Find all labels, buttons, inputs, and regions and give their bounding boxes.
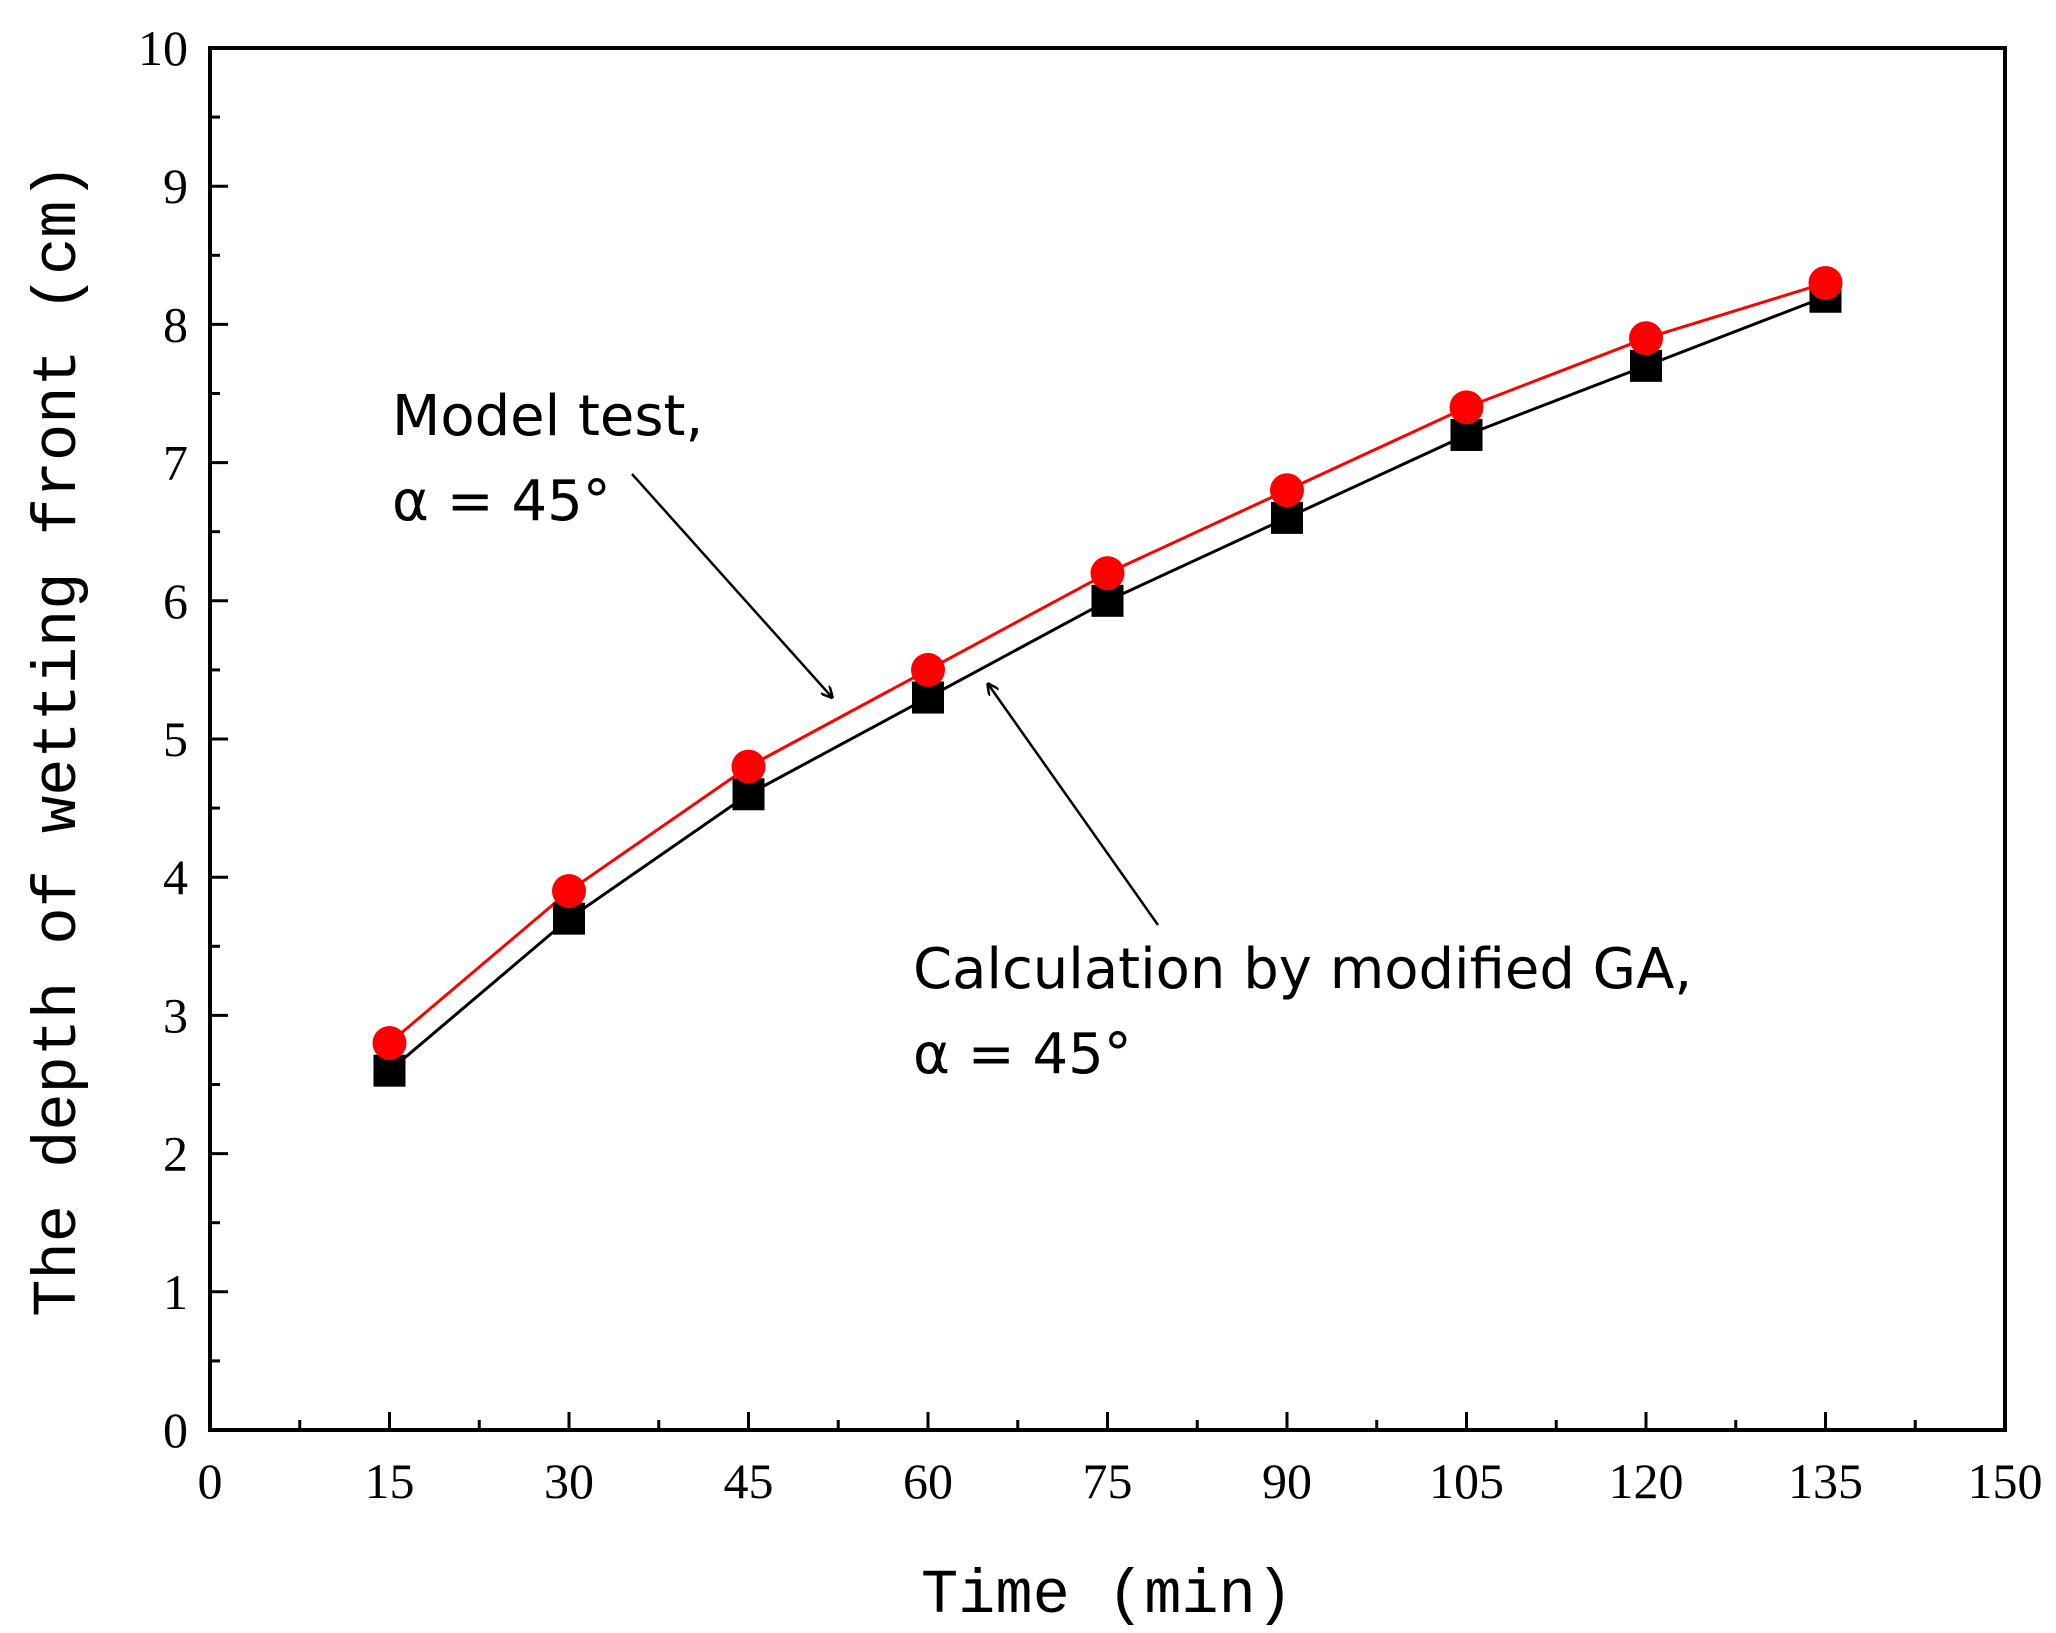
annotation-model-test-arrow xyxy=(631,473,832,698)
x-tick-label: 15 xyxy=(365,1453,415,1509)
y-axis-ticks xyxy=(210,46,228,1432)
annotation-calculation-arrow xyxy=(988,684,1160,926)
data-point-circle xyxy=(1090,556,1125,591)
y-axis-tick-labels: 0 1 2 3 4 5 6 7 8 9 10 xyxy=(138,20,188,1458)
y-tick-label: 4 xyxy=(163,849,188,905)
plot-frame xyxy=(208,46,2007,1432)
data-point-circle xyxy=(731,749,766,784)
x-tick-label: 60 xyxy=(903,1453,953,1509)
y-tick-label: 7 xyxy=(163,435,188,491)
annotation-model-test: Model test, α = 45° xyxy=(392,384,832,698)
x-tick-label: 120 xyxy=(1609,1453,1684,1509)
y-tick-label: 10 xyxy=(138,20,188,76)
x-axis-ticks xyxy=(208,1412,2007,1430)
data-point-circle xyxy=(552,874,586,909)
y-tick-label: 2 xyxy=(163,1126,188,1182)
data-point-circle xyxy=(1449,390,1484,425)
y-tick-label: 8 xyxy=(163,296,188,352)
x-tick-label: 105 xyxy=(1429,1453,1504,1509)
x-tick-label: 150 xyxy=(1968,1453,2043,1509)
annotation-calculation-line2: α = 45° xyxy=(913,1022,1132,1087)
series-markers xyxy=(372,265,1843,1087)
data-point-circle xyxy=(372,1026,407,1061)
x-tick-label: 30 xyxy=(544,1453,594,1509)
x-tick-label: 75 xyxy=(1083,1453,1133,1509)
y-tick-label: 1 xyxy=(163,1264,188,1320)
data-point-circle xyxy=(1808,265,1843,300)
x-tick-label: 135 xyxy=(1788,1453,1863,1509)
y-tick-label: 5 xyxy=(163,711,188,767)
annotation-model-test-line2: α = 45° xyxy=(392,469,611,534)
annotation-calculation: Calculation by modified GA, α = 45° xyxy=(913,684,1692,1087)
data-point-circle xyxy=(1270,473,1304,508)
x-tick-label: 90 xyxy=(1262,1453,1312,1509)
y-tick-label: 9 xyxy=(163,158,188,214)
y-tick-label: 0 xyxy=(163,1402,188,1458)
annotation-calculation-line1: Calculation by modified GA, xyxy=(913,937,1692,1002)
y-tick-label: 6 xyxy=(163,573,188,629)
x-tick-label: 45 xyxy=(724,1453,774,1509)
data-point-circle xyxy=(911,652,945,687)
x-axis-title: Time (min) xyxy=(921,1560,1293,1631)
y-axis-title: The depth of wetting front (cm) xyxy=(23,163,94,1316)
annotation-model-test-line1: Model test, xyxy=(392,384,703,449)
y-tick-label: 3 xyxy=(163,987,188,1043)
x-tick-label: 0 xyxy=(198,1453,223,1509)
x-axis-tick-labels: 0 15 30 45 60 75 90 105 120 135 150 xyxy=(198,1453,2043,1509)
data-point-circle xyxy=(1629,321,1663,356)
